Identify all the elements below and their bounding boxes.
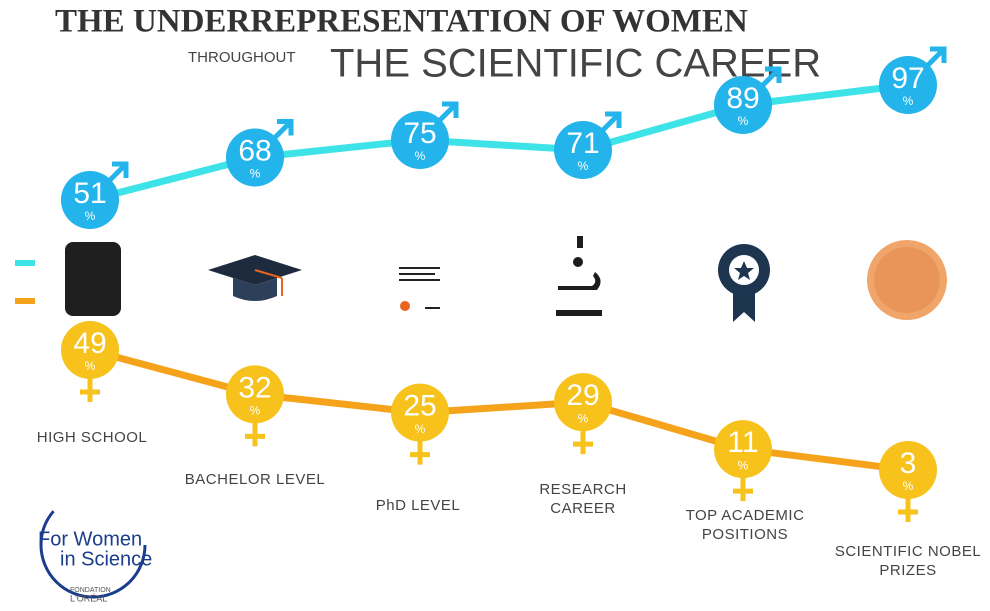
marker: 49% (61, 321, 119, 402)
icons (15, 236, 947, 599)
female-dash (15, 298, 35, 304)
male-symbol (930, 46, 947, 63)
value-label: 89 (726, 82, 759, 115)
data-point (61, 321, 119, 379)
male-symbol (271, 121, 291, 142)
value-label: 97 (891, 62, 924, 95)
marker: 89% (714, 66, 782, 134)
seal (400, 301, 410, 311)
marker: 11% (714, 420, 772, 502)
unit-label: % (415, 149, 426, 163)
logo-text: For Women (38, 528, 142, 550)
data-point (714, 76, 772, 134)
male-symbol (277, 119, 294, 136)
title: THE UNDERREPRESENTATION OF WOMEN (55, 4, 748, 40)
male-dash (15, 260, 35, 266)
value-label: 29 (566, 379, 599, 412)
star (734, 261, 754, 280)
value-label: 49 (73, 327, 106, 360)
category-label: RESEARCH CAREER (539, 481, 627, 517)
male-symbol (599, 114, 619, 134)
data-point (879, 56, 937, 114)
male-symbol (112, 161, 129, 178)
marker: 97% (879, 46, 947, 114)
logo-small: FONDATION (70, 587, 111, 594)
series-line (89, 346, 909, 474)
unit-label: % (578, 159, 589, 173)
data-point (554, 373, 612, 432)
marker: 3% (879, 441, 937, 522)
logo-small: L'ORÉAL (70, 593, 107, 603)
logo-ring (39, 491, 147, 599)
value-label: 71 (566, 127, 599, 160)
marker: 68% (226, 119, 294, 187)
data-point (226, 128, 284, 187)
marker: 29% (554, 373, 612, 455)
category-label: SCIENTIFIC NOBEL PRIZES (834, 543, 982, 579)
data-point (226, 365, 284, 424)
value-label: 32 (238, 371, 271, 404)
male-symbol (759, 69, 779, 89)
diploma-icon (399, 267, 440, 309)
data-point (879, 441, 937, 499)
subtitle-small: THROUGHOUT (188, 49, 296, 66)
unit-label: % (903, 479, 914, 493)
category-label: TOP ACADEMIC POSITIONS (685, 507, 805, 543)
data-point (714, 420, 772, 479)
category-label: HIGH SCHOOL (36, 429, 148, 446)
microscope-icon (556, 236, 602, 316)
value-label: 68 (238, 134, 271, 167)
category-label: BACHELOR LEVEL (184, 471, 326, 488)
category-label: PhD LEVEL (375, 497, 461, 514)
data-point (391, 383, 449, 442)
marker: 32% (226, 365, 284, 447)
male-symbol (765, 66, 782, 83)
data-point (391, 111, 449, 169)
cap-base (233, 278, 277, 301)
ribbon-icon (733, 290, 755, 322)
unit-label: % (85, 209, 96, 223)
logo-text: in Science (60, 548, 152, 570)
male-symbol (442, 101, 459, 118)
unit-label: % (738, 458, 749, 472)
series-line (89, 81, 909, 204)
male-symbol (106, 164, 126, 184)
male-symbol (436, 104, 456, 124)
medal-inner (874, 247, 940, 313)
marker: 71% (554, 111, 622, 179)
tassel (254, 269, 283, 279)
value-label: 75 (403, 117, 436, 150)
value-label: 3 (900, 447, 917, 480)
marker: 75% (391, 101, 459, 169)
unit-label: % (578, 411, 589, 425)
male-symbol (924, 49, 944, 69)
unit-label: % (903, 94, 914, 108)
unit-label: % (738, 114, 749, 128)
marker: 25% (391, 383, 449, 465)
backpack-icon (65, 242, 121, 316)
unit-label: % (415, 422, 426, 436)
marker: 51% (61, 161, 129, 229)
data-point (61, 171, 119, 229)
male-symbol (605, 111, 622, 128)
unit-label: % (250, 167, 261, 181)
unit-label: % (85, 359, 96, 373)
unit-label: % (250, 404, 261, 418)
value-label: 11 (727, 426, 758, 459)
value-label: 51 (73, 177, 106, 210)
data-point (554, 121, 612, 179)
value-label: 25 (403, 390, 436, 423)
